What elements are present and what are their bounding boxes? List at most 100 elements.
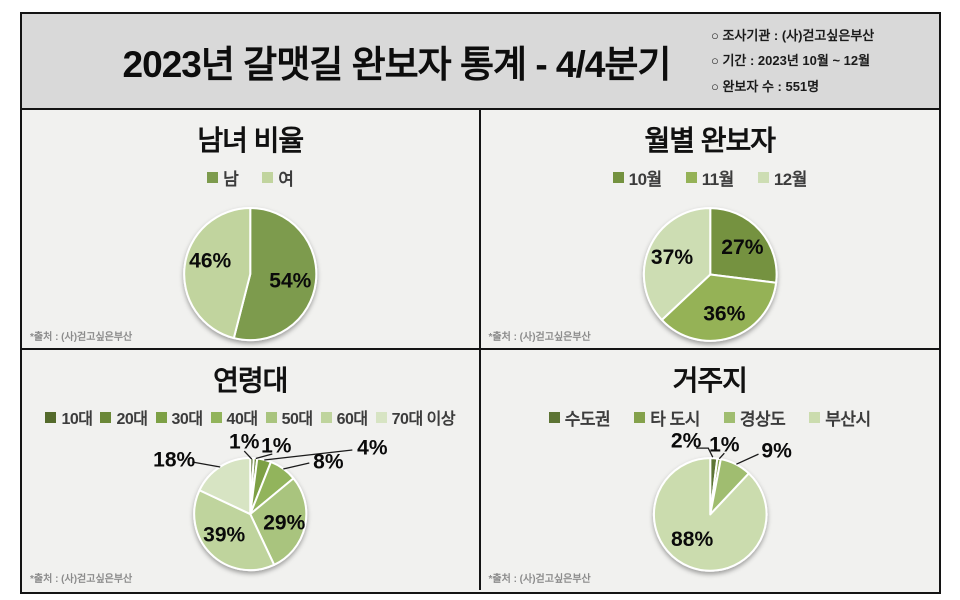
- legend-swatch-icon: [757, 171, 769, 183]
- legend-label: 20대: [116, 411, 148, 428]
- pie-value-label-부산시: 88%: [671, 528, 713, 551]
- chart-legend: 10월 11월 12월: [481, 165, 940, 190]
- legend-label: 10월: [628, 169, 663, 189]
- panel-monthly-completers: 월별 완보자 10월 11월 12월 27% 36% 37% *출처 : (사)걷고싶은…: [480, 110, 940, 350]
- source-note: *출처 : (사)걷고싶은부산: [488, 332, 591, 343]
- legend-label: 60대: [336, 411, 369, 428]
- legend-swatch-icon: [155, 411, 167, 423]
- pie-chart-age: 1% 1% 4% 8% 29% 39% 18%: [153, 431, 388, 572]
- panel-title: 남녀 비율: [197, 125, 304, 156]
- label-leader-line: [718, 452, 725, 460]
- panel-residence: 거주지 수도권 타 도시 경상도 부산시 2% 1% 9% 88% *출처 : (사)걷고싶…: [480, 350, 940, 590]
- pie-value-label-11월: 36%: [703, 302, 745, 325]
- panel-age-groups: 연령대 10대 20대 30대 40대 50대 60대 70대 이상 1% 1% 4% 8% 29%…: [22, 350, 481, 590]
- pie-area: 1% 1% 4% 8% 29% 39% 18%: [22, 428, 479, 590]
- survey-info: ○ 조사기관 : (사)걷고싶은부산 ○ 기간 : 2023년 10월 ~ 12…: [711, 23, 939, 99]
- page-title: 2023년 갈맷길 완보자 통계 - 4/4분기: [122, 44, 672, 85]
- source-note: *출처 : (사)걷고싶은부산: [30, 332, 133, 343]
- legend-label: 12월: [773, 169, 808, 189]
- label-leader-line: [243, 450, 253, 460]
- legend-item-4: 40대: [210, 405, 259, 429]
- legend-swatch-icon: [685, 171, 697, 183]
- panel-title: 거주지: [672, 365, 748, 396]
- pie-value-label-타 도시: 1%: [709, 434, 740, 457]
- source-note: *출처 : (사)걷고싶은부산: [30, 574, 133, 585]
- label-leader-line: [264, 449, 353, 461]
- pie-slice-부산시: [652, 457, 767, 572]
- legend-item-3: 12월: [757, 165, 808, 190]
- info-line-agency: ○ 조사기관 : (사)걷고싶은부산: [711, 27, 875, 43]
- pie-area: 54% 46%: [22, 188, 479, 348]
- legend-item-5: 50대: [265, 405, 313, 429]
- legend-label: 11월: [701, 169, 735, 189]
- legend-item-7: 70대 이상: [375, 405, 456, 429]
- legend-label: 70대 이상: [391, 411, 456, 428]
- legend-swatch-icon: [207, 171, 219, 183]
- pie-value-label-20대: 1%: [261, 435, 292, 458]
- legend-item-2: 타 도시: [634, 405, 700, 430]
- label-leader-line: [735, 453, 759, 465]
- pie-area: 2% 1% 9% 88%: [481, 428, 940, 590]
- legend-item-6: 60대: [320, 405, 369, 429]
- pie-value-label-50대: 29%: [263, 512, 305, 535]
- panel-title: 연령대: [213, 365, 288, 396]
- legend-item-1: 10대: [45, 405, 93, 429]
- legend-swatch-icon: [320, 411, 332, 423]
- info-line-period: ○ 기간 : 2023년 10월 ~ 12월: [711, 53, 871, 69]
- legend-label: 부산시: [825, 409, 871, 429]
- legend-item-4: 부산시: [809, 405, 871, 430]
- legend-swatch-icon: [262, 171, 274, 183]
- report-frame: 2023년 갈맷길 완보자 통계 - 4/4분기 ○ 조사기관 : (사)걷고싶…: [20, 12, 941, 594]
- legend-swatch-icon: [210, 411, 222, 423]
- legend-swatch-icon: [45, 411, 57, 423]
- legend-swatch-icon: [548, 411, 560, 423]
- label-leader-line: [192, 461, 221, 468]
- pie-value-label-남: 54%: [269, 270, 311, 293]
- legend-label: 타 도시: [650, 409, 700, 429]
- legend-swatch-icon: [634, 411, 646, 423]
- pie-value-label-30대: 4%: [357, 437, 388, 460]
- pie-value-label-60대: 39%: [203, 524, 245, 547]
- legend-swatch-icon: [809, 411, 821, 423]
- legend-item-3: 경상도: [723, 405, 786, 430]
- legend-item-3: 30대: [155, 405, 203, 429]
- source-note: *출처 : (사)걷고싶은부산: [488, 574, 591, 585]
- pie-value-label-40대: 8%: [313, 451, 344, 474]
- pie-chart-residence: 2% 1% 9% 88%: [652, 430, 792, 572]
- pie-slice-여: [183, 207, 252, 340]
- legend-swatch-icon: [723, 411, 735, 423]
- legend-swatch-icon: [265, 411, 277, 423]
- legend-item-2: 11월: [685, 165, 735, 190]
- report-header: 2023년 갈맷길 완보자 통계 - 4/4분기 ○ 조사기관 : (사)걷고싶…: [22, 14, 939, 110]
- legend-swatch-icon: [100, 411, 112, 423]
- pie-value-label-여: 46%: [189, 250, 231, 273]
- pie-area: 27% 36% 37%: [481, 188, 940, 348]
- legend-swatch-icon: [612, 171, 624, 183]
- legend-label: 10대: [61, 411, 93, 428]
- legend-label: 경상도: [739, 409, 786, 429]
- legend-item-2: 20대: [100, 405, 148, 429]
- pie-chart-monthly: 27% 36% 37%: [642, 207, 778, 342]
- panel-title: 월별 완보자: [644, 125, 776, 156]
- legend-item-1: 수도권: [548, 405, 611, 430]
- legend-item-1: 10월: [612, 165, 663, 190]
- pie-slice-60대: [193, 489, 276, 572]
- pie-value-label-12월: 37%: [650, 246, 692, 269]
- chart-legend: 수도권 타 도시 경상도 부산시: [481, 405, 940, 430]
- legend-item-1: 남: [207, 165, 239, 190]
- legend-label: 40대: [226, 411, 259, 428]
- label-leader-line: [695, 447, 713, 458]
- pie-value-label-10대: 1%: [229, 431, 260, 454]
- legend-label: 여: [278, 169, 294, 189]
- pie-value-label-10월: 27%: [721, 236, 763, 259]
- pie-slice-남: [232, 207, 318, 342]
- info-line-count: ○ 완보자 수 : 551명: [711, 78, 820, 94]
- legend-swatch-icon: [375, 411, 387, 423]
- legend-label: 남: [223, 169, 239, 189]
- label-leader-line: [283, 462, 310, 470]
- pie-chart-gender: 54% 46%: [183, 207, 318, 342]
- pie-slice-10월: [708, 207, 778, 284]
- pie-slice-12월: [642, 207, 711, 321]
